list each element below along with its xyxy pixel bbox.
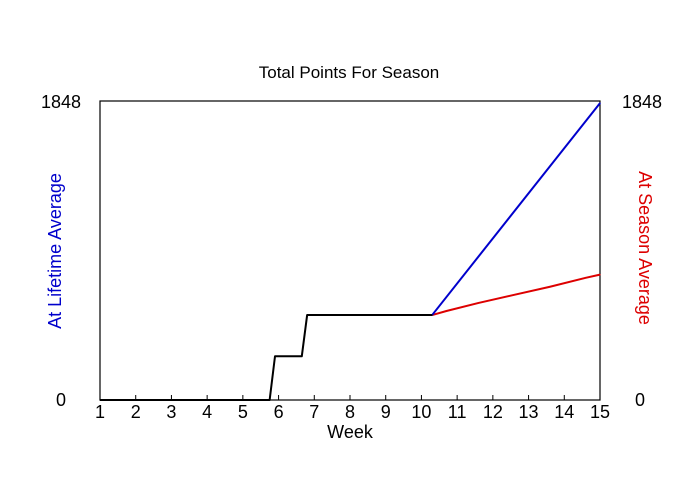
series-lines — [99, 102, 601, 401]
x-tick-label: 15 — [590, 402, 610, 422]
lifetime-series-point — [599, 102, 601, 104]
x-axis-label: Week — [327, 422, 374, 442]
y-right-axis-label: At Season Average — [635, 171, 655, 325]
x-tick-label: 3 — [166, 402, 176, 422]
season-series-point — [445, 310, 448, 312]
x-tick-label: 12 — [483, 402, 503, 422]
y-left-max-label: 1848 — [41, 92, 81, 112]
actual-series-point — [301, 355, 303, 357]
x-tick-label: 4 — [202, 402, 212, 422]
x-tick-label: 8 — [345, 402, 355, 422]
x-tick-label: 6 — [274, 402, 284, 422]
plot-frame — [99, 100, 601, 401]
x-tick-label: 11 — [448, 402, 467, 422]
season-series-point — [585, 277, 587, 279]
season-series-point — [513, 294, 515, 296]
chart-title: Total Points For Season — [259, 63, 439, 82]
actual-series-line — [100, 314, 433, 401]
x-tick-label: 2 — [131, 402, 141, 422]
x-tick-label: 13 — [519, 402, 539, 422]
x-axis-ticks: 1 2 3 4 5 6 7 8 9 10 11 12 13 14 15 — [95, 395, 610, 422]
x-tick-label: 1 — [95, 402, 105, 422]
actual-series-point — [431, 314, 433, 316]
season-series-line — [431, 273, 601, 317]
x-tick-label: 7 — [309, 402, 319, 422]
y-right-min-label: 0 — [635, 390, 645, 410]
actual-series-point — [306, 314, 308, 316]
x-tick-label: 10 — [411, 402, 431, 422]
x-tick-label: 9 — [381, 402, 391, 422]
y-left-min-label: 0 — [56, 390, 66, 410]
y-left-axis-label: At Lifetime Average — [45, 173, 65, 329]
actual-series-point — [269, 399, 271, 401]
y-axis-ticks — [100, 100, 600, 401]
season-series-point — [599, 274, 601, 276]
season-series-point — [549, 286, 551, 288]
lifetime-series-line — [431, 102, 601, 316]
actual-series-point — [274, 355, 276, 357]
x-tick-label: 5 — [238, 402, 248, 422]
y-right-max-label: 1848 — [622, 92, 662, 112]
x-tick-label: 14 — [554, 402, 574, 422]
actual-series-point — [99, 399, 101, 401]
season-series-point — [477, 302, 480, 304]
